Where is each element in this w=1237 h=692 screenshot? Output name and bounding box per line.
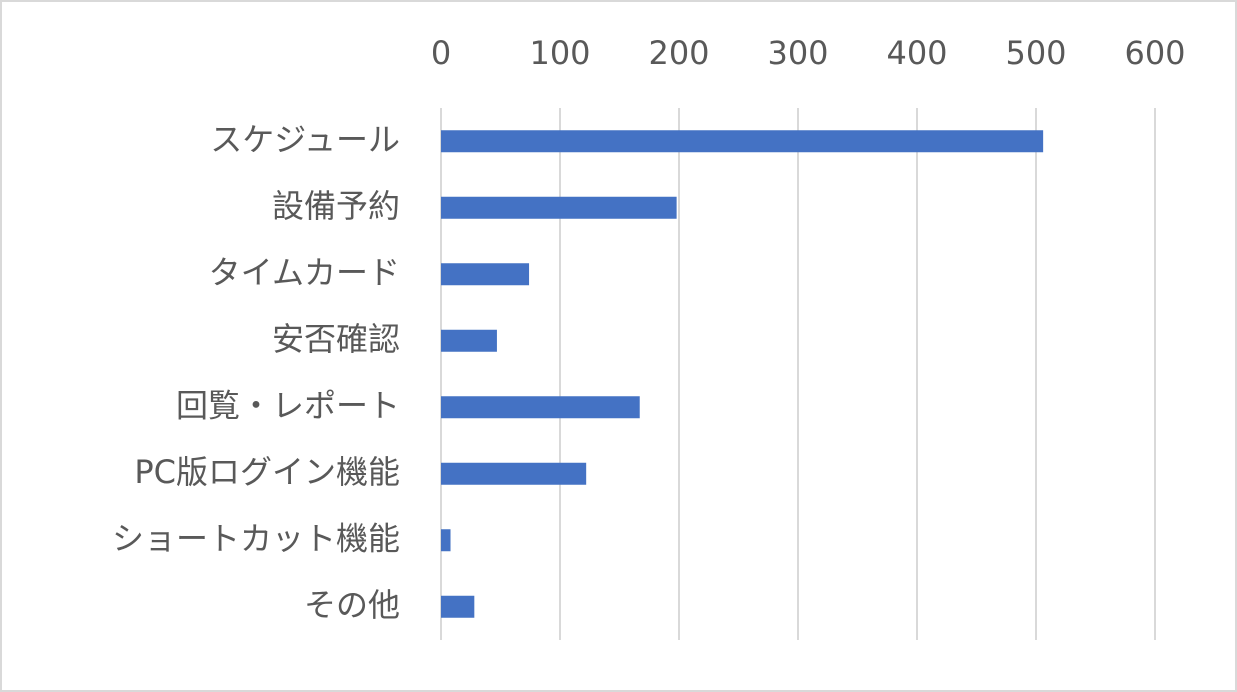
bar [441,396,640,419]
bar [441,462,587,485]
x-tick-label: 600 [1124,34,1185,72]
y-tick-label: 安否確認 [272,320,400,358]
y-tick-label: 設備予約 [272,187,400,225]
y-tick-label: 回覧・レポート [176,386,400,424]
bar [441,329,497,352]
y-tick-label: ショートカット機能 [112,519,400,557]
y-tick-label: その他 [304,586,400,624]
x-tick-label: 400 [886,34,947,72]
x-tick-label: 100 [529,34,590,72]
bar [441,595,475,618]
x-tick-label: 300 [767,34,828,72]
x-tick-label: 500 [1005,34,1066,72]
bar [441,529,451,552]
x-tick-label: 0 [431,34,451,72]
bar [441,196,677,219]
bar [441,130,1044,153]
y-tick-label: スケジュール [210,120,400,158]
y-tick-label: PC版ログイン機能 [134,453,400,491]
bar [441,263,530,286]
y-tick-label: タイムカード [209,253,400,291]
x-tick-label: 200 [648,34,709,72]
